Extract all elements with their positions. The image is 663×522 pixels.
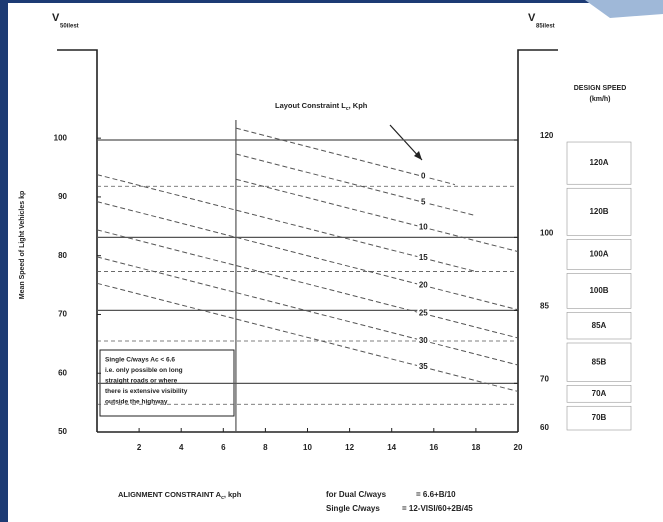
y2-symbol: V bbox=[528, 12, 536, 24]
note-text: outside the highway bbox=[105, 399, 168, 406]
formula-expression: = 6.6+B/10 bbox=[416, 490, 456, 499]
x-tick-label: 10 bbox=[303, 443, 312, 452]
y2-symbol-sub: 85ilest bbox=[536, 24, 555, 30]
constraint-curve bbox=[96, 174, 477, 273]
y-symbol: V bbox=[52, 12, 60, 24]
series-label: 35 bbox=[419, 362, 428, 371]
band-label: 120B bbox=[589, 207, 608, 216]
frame-left bbox=[0, 0, 8, 522]
band-box bbox=[566, 385, 632, 403]
x-tick-label: 6 bbox=[221, 443, 226, 452]
series-label: 10 bbox=[419, 222, 428, 231]
arrow-head bbox=[414, 151, 422, 160]
constraint-curve bbox=[235, 127, 455, 186]
band-box bbox=[566, 187, 632, 236]
annotation-text: Layout Constraint L bbox=[275, 101, 346, 110]
series-label: 0 bbox=[421, 172, 426, 181]
formula-expression: = 12-VISI/60+2B/45 bbox=[402, 504, 473, 513]
note-text: there is extensive visibility bbox=[105, 388, 188, 395]
constraint-curve bbox=[96, 201, 519, 311]
x-tick-label: 16 bbox=[429, 443, 438, 452]
band-title: (km/h) bbox=[590, 96, 611, 103]
note-text: Single C/ways Ac < 6.6 bbox=[105, 357, 175, 364]
y-symbol-sub: 50ilest bbox=[60, 24, 79, 30]
y2-tick-label: 100 bbox=[540, 228, 554, 237]
band-box bbox=[566, 239, 632, 270]
frame-top bbox=[0, 0, 663, 3]
y2-tick-label: 60 bbox=[540, 423, 549, 432]
y-tick-label: 100 bbox=[54, 133, 68, 142]
x-tick-label: 12 bbox=[345, 443, 354, 452]
band-label: 85B bbox=[592, 357, 607, 366]
constraint-curve bbox=[96, 282, 519, 392]
y2-tick-label: 85 bbox=[540, 301, 549, 310]
annotation: Layout Constraint Lc, Kph bbox=[275, 101, 368, 112]
constraint-curve bbox=[96, 256, 519, 366]
band-label: 85A bbox=[592, 321, 607, 330]
series-label: 15 bbox=[419, 253, 428, 262]
y-tick-label: 50 bbox=[58, 427, 67, 436]
x-tick-label: 4 bbox=[179, 443, 184, 452]
corner-graphic bbox=[585, 0, 663, 18]
y-tick-label: 60 bbox=[58, 368, 67, 377]
formula-label: Single C/ways bbox=[326, 504, 380, 513]
band-box bbox=[566, 141, 632, 185]
y2-tick-label: 120 bbox=[540, 131, 554, 140]
axis-right bbox=[517, 49, 558, 432]
band-label: 70A bbox=[592, 389, 607, 398]
y-tick-label: 70 bbox=[58, 310, 67, 319]
band-label: 100A bbox=[589, 249, 608, 258]
x-tick-label: 8 bbox=[263, 443, 268, 452]
formula-label: for Dual C/ways bbox=[326, 490, 387, 499]
band-label: 120A bbox=[589, 158, 608, 167]
x-tick-label: 2 bbox=[137, 443, 142, 452]
constraint-curve bbox=[235, 153, 477, 217]
band-label: 70B bbox=[592, 413, 607, 422]
band-box bbox=[566, 342, 632, 382]
constraint-curve bbox=[96, 229, 519, 339]
y-axis-title: Mean Speed of Light Vehicles kp bbox=[19, 191, 26, 300]
series-label: 5 bbox=[421, 197, 426, 206]
note-text: straight roads or where bbox=[105, 378, 178, 385]
y-tick-label: 80 bbox=[58, 251, 67, 260]
x-tick-label: 18 bbox=[471, 443, 480, 452]
band-label: 100B bbox=[589, 286, 608, 295]
series-label: 30 bbox=[419, 336, 428, 345]
axis-left bbox=[57, 49, 98, 432]
annotation-suffix: , Kph bbox=[349, 101, 368, 110]
series-label: 20 bbox=[419, 281, 428, 290]
series-label: 25 bbox=[419, 309, 428, 318]
x-label-sub: c bbox=[221, 495, 224, 501]
band-title: DESIGN SPEED bbox=[574, 85, 627, 92]
x-label: ALIGNMENT CONSTRAINT A bbox=[118, 490, 222, 499]
x-axis-title: ALIGNMENT CONSTRAINT Ac, kph bbox=[118, 490, 242, 501]
band-box bbox=[566, 273, 632, 309]
x-tick-label: 14 bbox=[387, 443, 396, 452]
x-label-suffix: , kph bbox=[224, 490, 242, 499]
note-text: i.e. only possible on long bbox=[105, 367, 183, 374]
y-tick-label: 90 bbox=[58, 192, 67, 201]
y2-tick-label: 70 bbox=[540, 374, 549, 383]
band-box bbox=[566, 312, 632, 340]
band-box bbox=[566, 405, 632, 431]
constraint-curve bbox=[235, 178, 519, 253]
x-tick-label: 20 bbox=[514, 443, 523, 452]
annotation-sub: c bbox=[346, 106, 349, 112]
